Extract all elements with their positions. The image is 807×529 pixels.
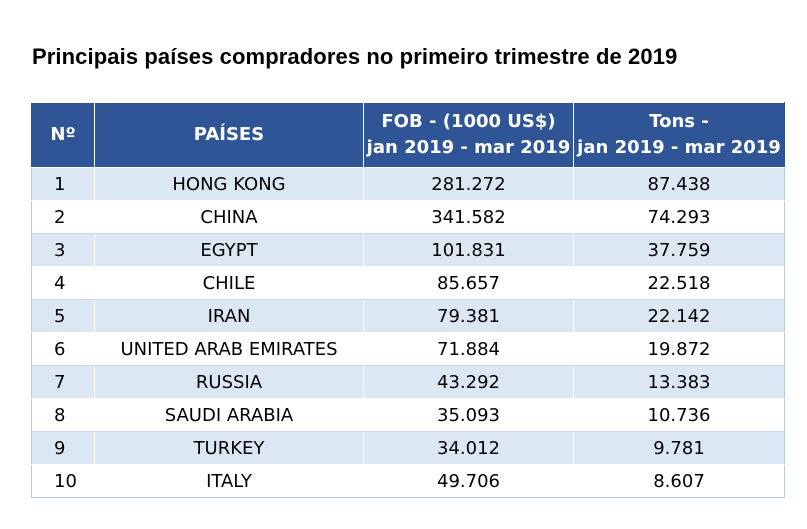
table-row: 10 ITALY 49.706 8.607: [31, 464, 785, 498]
row-number: 10: [31, 464, 95, 498]
row-fob: 43.292: [363, 365, 574, 399]
table-row: 6 UNITED ARAB EMIRATES 71.884 19.872: [31, 332, 785, 366]
header-number: Nº: [31, 102, 95, 168]
header-tons-line1: Tons -: [649, 111, 709, 132]
row-tons: 19.872: [573, 332, 785, 366]
row-number: 6: [31, 332, 95, 366]
row-fob: 341.582: [363, 200, 574, 234]
row-number: 9: [31, 431, 95, 465]
row-tons: 9.781: [573, 431, 785, 465]
row-number: 7: [31, 365, 95, 399]
row-tons: 87.438: [573, 167, 785, 201]
row-number: 3: [31, 233, 95, 267]
row-tons: 22.142: [573, 299, 785, 333]
row-number: 2: [31, 200, 95, 234]
header-country: PAÍSES: [94, 102, 364, 168]
table-row: 8 SAUDI ARABIA 35.093 10.736: [31, 398, 785, 432]
row-tons: 13.383: [573, 365, 785, 399]
row-country: IRAN: [94, 299, 364, 333]
row-fob: 34.012: [363, 431, 574, 465]
row-country: ITALY: [94, 464, 364, 498]
table-row: 7 RUSSIA 43.292 13.383: [31, 365, 785, 399]
row-tons: 74.293: [573, 200, 785, 234]
row-tons: 37.759: [573, 233, 785, 267]
row-tons: 10.736: [573, 398, 785, 432]
header-fob-line1: FOB - (1000 US$): [381, 111, 556, 132]
row-country: CHINA: [94, 200, 364, 234]
row-number: 4: [31, 266, 95, 300]
header-fob-line2: jan 2019 - mar 2019: [366, 137, 571, 158]
row-number: 8: [31, 398, 95, 432]
table-row: 3 EGYPT 101.831 37.759: [31, 233, 785, 267]
row-country: TURKEY: [94, 431, 364, 465]
row-country: HONG KONG: [94, 167, 364, 201]
page-title: Principais países compradores no primeir…: [32, 44, 678, 69]
row-fob: 79.381: [363, 299, 574, 333]
header-tons-line2: jan 2019 - mar 2019: [577, 137, 781, 158]
row-fob: 101.831: [363, 233, 574, 267]
table-row: 4 CHILE 85.657 22.518: [31, 266, 785, 300]
row-country: UNITED ARAB EMIRATES: [94, 332, 364, 366]
row-fob: 35.093: [363, 398, 574, 432]
table-row: 9 TURKEY 34.012 9.781: [31, 431, 785, 465]
header-fob: FOB - (1000 US$) jan 2019 - mar 2019: [363, 102, 574, 168]
row-number: 5: [31, 299, 95, 333]
buyers-table: Nº PAÍSES FOB - (1000 US$) jan 2019 - ma…: [31, 102, 785, 498]
header-tons: Tons - jan 2019 - mar 2019: [573, 102, 785, 168]
row-country: RUSSIA: [94, 365, 364, 399]
row-country: EGYPT: [94, 233, 364, 267]
row-fob: 281.272: [363, 167, 574, 201]
row-tons: 8.607: [573, 464, 785, 498]
row-country: CHILE: [94, 266, 364, 300]
row-fob: 71.884: [363, 332, 574, 366]
row-tons: 22.518: [573, 266, 785, 300]
table-row: 1 HONG KONG 281.272 87.438: [31, 167, 785, 201]
row-fob: 49.706: [363, 464, 574, 498]
row-fob: 85.657: [363, 266, 574, 300]
table-row: 2 CHINA 341.582 74.293: [31, 200, 785, 234]
table-header-row: Nº PAÍSES FOB - (1000 US$) jan 2019 - ma…: [31, 102, 785, 168]
row-number: 1: [31, 167, 95, 201]
table-row: 5 IRAN 79.381 22.142: [31, 299, 785, 333]
row-country: SAUDI ARABIA: [94, 398, 364, 432]
